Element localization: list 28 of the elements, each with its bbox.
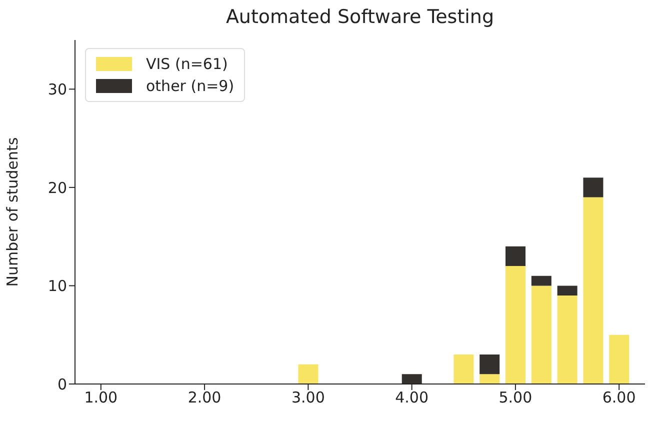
bar <box>583 197 604 384</box>
y-tick-label: 30 <box>48 80 67 98</box>
x-tick-label: 3.00 <box>291 388 325 407</box>
y-tick-label: 20 <box>48 178 67 197</box>
bar <box>609 334 630 384</box>
bar <box>531 276 552 286</box>
bar <box>402 374 422 384</box>
bar <box>557 296 578 384</box>
bar <box>298 364 318 384</box>
x-tick-label: 1.00 <box>84 388 118 407</box>
legend-label: other (n=9) <box>146 76 234 97</box>
x-tick-label: 4.00 <box>395 388 429 407</box>
y-tick-label: 10 <box>48 277 67 296</box>
bar <box>531 286 552 384</box>
bar <box>454 354 474 384</box>
x-tick-label: 2.00 <box>188 388 222 407</box>
bar <box>557 286 578 296</box>
bar <box>506 266 526 384</box>
y-tick-label: 0 <box>57 375 67 394</box>
bar <box>480 374 500 384</box>
y-axis-title: Number of students <box>3 137 22 287</box>
bar <box>583 178 604 198</box>
chart-title: Automated Software Testing <box>224 6 496 28</box>
bar <box>506 246 526 266</box>
x-tick-label: 6.00 <box>602 388 636 407</box>
bar <box>480 354 500 374</box>
legend-label: VIS (n=61) <box>146 54 228 75</box>
x-tick-label: 5.00 <box>498 388 532 407</box>
